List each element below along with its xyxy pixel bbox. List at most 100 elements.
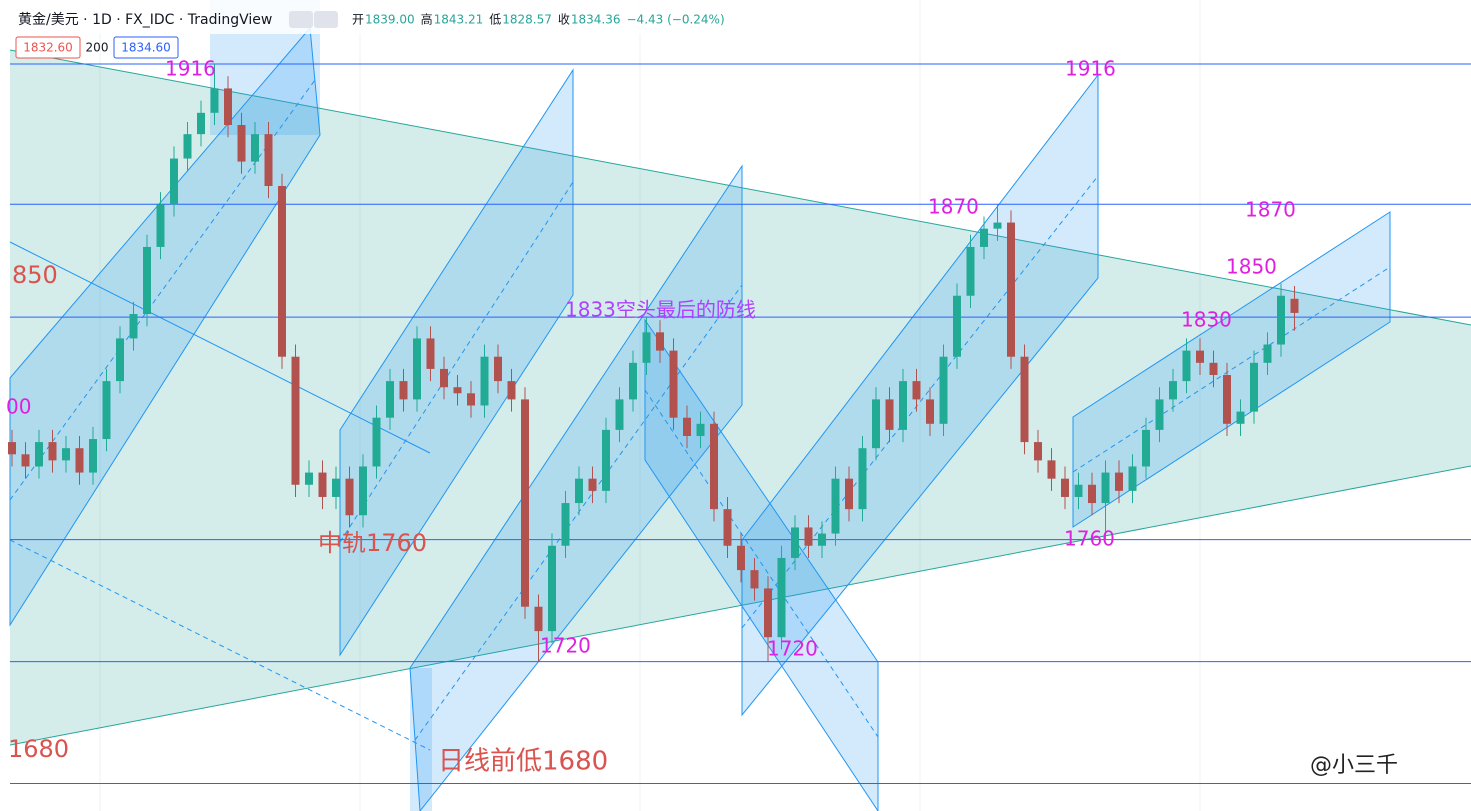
candle-body bbox=[1209, 362, 1218, 376]
grid bbox=[99, 0, 1201, 811]
levels bbox=[10, 63, 1471, 785]
annotation: 1916 bbox=[165, 57, 216, 81]
channel-box bbox=[410, 668, 432, 811]
candle-body bbox=[440, 368, 448, 388]
logo bbox=[18, 790, 48, 811]
candle-body bbox=[89, 439, 97, 473]
candle-body bbox=[21, 454, 30, 467]
annotation: 1720 bbox=[540, 634, 591, 658]
candle-body bbox=[1263, 344, 1272, 363]
sell[interactable]: 1832.60 bbox=[23, 41, 73, 55]
channel bbox=[644, 318, 879, 811]
candle-body bbox=[278, 185, 286, 357]
trend-line bbox=[9, 539, 431, 751]
candle-body bbox=[264, 134, 273, 186]
candle-body bbox=[1061, 478, 1069, 497]
annotation: 1833空头最后的防线 bbox=[565, 298, 756, 322]
candle-body bbox=[1169, 381, 1177, 400]
candle-body bbox=[737, 545, 745, 571]
candle-body bbox=[494, 356, 502, 382]
candle-body bbox=[1182, 350, 1191, 382]
candle-body bbox=[764, 588, 772, 638]
candle-body bbox=[1250, 362, 1258, 412]
candle-body bbox=[332, 478, 340, 497]
candle-body bbox=[926, 399, 934, 424]
candle-body bbox=[953, 295, 961, 357]
triangle bbox=[10, 50, 1471, 745]
candle-body bbox=[35, 442, 43, 467]
candle-body bbox=[197, 112, 205, 135]
annotation: 1760 bbox=[1064, 527, 1115, 551]
candle-body bbox=[426, 338, 435, 369]
candle-body bbox=[656, 332, 664, 351]
candle-body bbox=[912, 381, 921, 400]
candle-body bbox=[615, 399, 624, 430]
candle-body bbox=[413, 338, 421, 400]
candle-body bbox=[575, 478, 583, 504]
candle-body bbox=[885, 399, 894, 430]
candle-body bbox=[210, 88, 219, 113]
candle-body bbox=[872, 399, 880, 449]
annotation: 1850 bbox=[1226, 255, 1277, 279]
candle-body bbox=[939, 356, 948, 424]
annotation: 1680 bbox=[8, 735, 69, 763]
candle-body bbox=[710, 423, 718, 510]
candle-body bbox=[507, 381, 516, 400]
candle-body bbox=[750, 570, 759, 589]
candle-body bbox=[1290, 298, 1299, 313]
candle-body bbox=[1142, 429, 1150, 467]
candles bbox=[8, 64, 1299, 662]
candle-body bbox=[1115, 472, 1123, 491]
candle-body bbox=[453, 387, 462, 394]
candle-body bbox=[791, 527, 799, 558]
annotation: 1916 bbox=[1065, 57, 1116, 81]
sell-box[interactable] bbox=[15, 36, 81, 59]
candle-body bbox=[845, 478, 853, 510]
drawings bbox=[9, 0, 1471, 811]
candle-body bbox=[602, 429, 610, 491]
button[interactable] bbox=[314, 11, 338, 28]
candle-body bbox=[399, 381, 408, 400]
candle-body bbox=[62, 448, 70, 461]
candle-body bbox=[548, 545, 556, 632]
candle-body bbox=[1020, 356, 1029, 443]
candle-body bbox=[561, 503, 570, 546]
candle-body bbox=[1223, 375, 1231, 424]
ohlc: 开 1839.00 高 1843.21 低 1828.57 收 1834.36 −4.43 (−… bbox=[352, 12, 725, 27]
candle-body bbox=[318, 472, 327, 497]
annotation: 中轨1760 bbox=[318, 529, 427, 557]
candle-body bbox=[696, 423, 705, 436]
candle-body bbox=[723, 509, 732, 546]
candle-body bbox=[386, 381, 394, 418]
annotation: 1830 bbox=[1181, 308, 1232, 332]
candle-body bbox=[116, 338, 124, 382]
candle-body bbox=[8, 442, 16, 455]
candle-body bbox=[156, 204, 165, 247]
annotations: 1916 1916 1870 1870 1850 1830 1833空头最后的防线 850 00… bbox=[6, 57, 1296, 777]
ohlc-value: 1843.21 bbox=[434, 13, 484, 27]
annotation: 1720 bbox=[767, 637, 818, 661]
ohlc-change: −4.43 (−0.24%) bbox=[627, 13, 725, 27]
button[interactable] bbox=[289, 11, 313, 28]
candle-body bbox=[669, 350, 678, 418]
annotation: 1870 bbox=[1245, 198, 1296, 222]
ohlc-label: 收 bbox=[558, 13, 570, 27]
candle-body bbox=[1088, 484, 1096, 504]
buy-box[interactable] bbox=[113, 36, 179, 59]
header-bg bbox=[0, 0, 740, 34]
watermark: @小三千 bbox=[1310, 753, 1398, 778]
candle-body bbox=[48, 442, 57, 461]
buy[interactable]: 1834.60 bbox=[121, 41, 171, 55]
triangle-top bbox=[9, 49, 1471, 326]
candle-body bbox=[372, 417, 381, 467]
candle-body bbox=[237, 125, 246, 162]
candle-body bbox=[345, 478, 354, 516]
candle-body bbox=[1034, 442, 1042, 461]
triangle-bottom bbox=[9, 465, 1471, 746]
candle-body bbox=[777, 557, 786, 638]
channel bbox=[1072, 211, 1391, 528]
candle-body bbox=[480, 356, 489, 406]
candle-body bbox=[534, 606, 543, 632]
channel-mid bbox=[644, 389, 879, 738]
